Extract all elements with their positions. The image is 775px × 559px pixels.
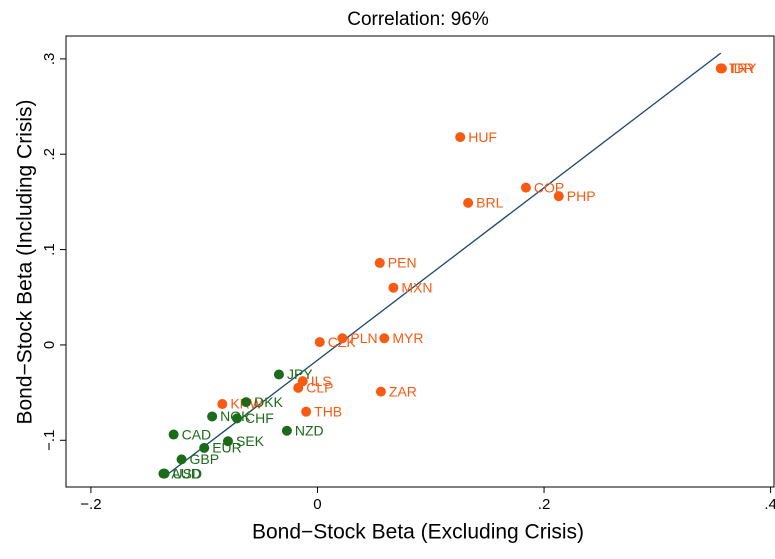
point-label: EUR — [212, 440, 242, 456]
point-label: AUD — [171, 465, 201, 481]
point — [374, 257, 385, 268]
point — [222, 436, 233, 447]
point — [241, 397, 252, 408]
point-label: THB — [314, 403, 342, 419]
point — [379, 333, 390, 344]
point-label: ILS — [311, 373, 332, 389]
y-tick-label: −.1 — [41, 430, 58, 451]
x-axis-title: Bond−Stock Beta (Excluding Crisis) — [252, 521, 584, 544]
point — [232, 413, 243, 424]
point — [520, 182, 531, 193]
y-tick-label: .1 — [41, 243, 58, 256]
y-tick-label: 0 — [41, 341, 58, 349]
point-label: MXN — [401, 279, 432, 295]
point-label: GBP — [190, 451, 220, 467]
point-label: DKK — [254, 394, 283, 410]
point — [716, 63, 727, 74]
point-label: SEK — [236, 433, 265, 449]
point-label: NZD — [295, 422, 324, 438]
point — [176, 454, 187, 465]
x-tick-label: 0 — [313, 496, 321, 513]
point-label: IDR — [730, 60, 754, 76]
point-label: CZK — [328, 334, 357, 350]
point-label: PLN — [350, 330, 377, 346]
point — [337, 333, 348, 344]
point — [375, 386, 386, 397]
point-label: TRY — [729, 60, 757, 76]
point — [553, 191, 564, 202]
point — [455, 132, 466, 143]
point — [199, 442, 210, 453]
point-label: CHF — [245, 410, 274, 426]
point — [217, 399, 228, 410]
point-label: MYR — [392, 330, 423, 346]
point-label: PHP — [567, 188, 596, 204]
x-tick-label: .4 — [764, 496, 775, 513]
y-tick-label: .2 — [41, 148, 58, 161]
chart-title: Correlation: 96% — [347, 9, 489, 30]
point-label: HUF — [468, 129, 497, 145]
point — [207, 411, 218, 422]
y-axis-title: Bond−Stock Beta (Including Crisis) — [14, 99, 37, 424]
point — [273, 369, 284, 380]
point-label: BRL — [476, 195, 503, 211]
point — [388, 282, 399, 293]
point-label: CAD — [182, 426, 212, 442]
fit-line — [163, 52, 722, 478]
x-tick-label: .2 — [538, 496, 551, 513]
point-label: USD — [173, 465, 203, 481]
point — [281, 425, 292, 436]
point-label: CLP — [306, 380, 333, 396]
x-tick-label: −.2 — [80, 496, 101, 513]
plot-frame — [65, 35, 775, 488]
point — [301, 406, 312, 417]
point-label: ZAR — [389, 383, 417, 399]
point — [293, 382, 304, 393]
point — [168, 429, 179, 440]
point — [314, 337, 325, 348]
point-label: PEN — [388, 255, 417, 271]
point — [159, 468, 170, 479]
y-tick-label: .3 — [41, 53, 58, 66]
point-label: JPY — [287, 366, 313, 382]
point — [463, 197, 474, 208]
point-label: COP — [534, 179, 564, 195]
